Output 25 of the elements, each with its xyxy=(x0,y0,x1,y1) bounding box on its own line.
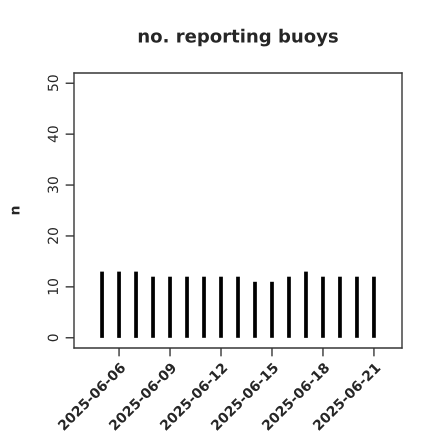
bar xyxy=(168,276,172,338)
bar xyxy=(202,276,206,338)
chart-title: no. reporting buoys xyxy=(138,28,338,46)
y-tick-label: 50 xyxy=(48,75,58,91)
bar xyxy=(100,272,104,338)
bar xyxy=(151,276,155,338)
bar xyxy=(270,282,274,338)
bar xyxy=(372,276,376,338)
bar xyxy=(236,276,240,338)
bar xyxy=(355,276,359,338)
bar xyxy=(253,282,257,338)
bar xyxy=(117,272,121,338)
bar xyxy=(321,276,325,338)
y-axis-title: n xyxy=(12,206,20,214)
y-tick-label: 30 xyxy=(48,177,58,193)
bar xyxy=(219,276,223,338)
bar xyxy=(304,272,308,338)
bar xyxy=(185,276,189,338)
y-tick-label: 40 xyxy=(48,126,58,142)
bar xyxy=(134,272,138,338)
bar xyxy=(287,276,291,338)
bar xyxy=(338,276,342,338)
y-tick-label: 20 xyxy=(48,228,58,244)
y-tick-label: 0 xyxy=(48,334,58,342)
y-tick-label: 10 xyxy=(48,278,58,294)
